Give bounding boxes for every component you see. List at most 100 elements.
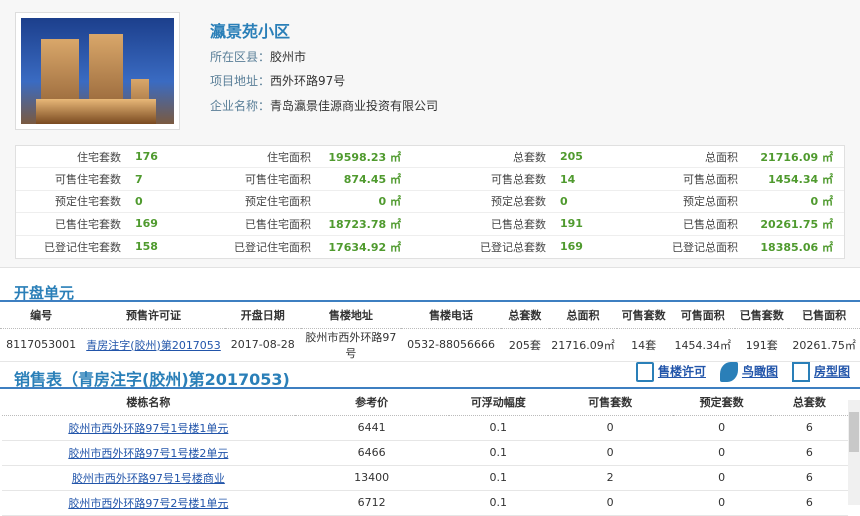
row-link[interactable]: 胶州市西外环路97号1号楼2单元 [68, 446, 229, 460]
table-cell: 6 [770, 440, 848, 466]
table-cell: 205套 [501, 328, 549, 362]
stat-value: 169 [135, 217, 158, 231]
stat-label: 预定住宅面积 [245, 195, 311, 209]
table-row: 胶州市西外环路97号2号楼1单元 6712 0.1 0 0 6 [2, 490, 848, 516]
table-cell: 0 [672, 440, 771, 466]
column-header: 参考价 [294, 389, 449, 416]
stat-label: 已售总套数 [491, 217, 546, 231]
stat-value: 0 [135, 194, 143, 208]
stat-value: 176 [135, 150, 158, 164]
stat-label: 总套数 [513, 150, 546, 164]
table-cell: 14套 [617, 328, 670, 362]
column-header: 开盘日期 [224, 302, 301, 329]
units-title: 开盘单元 [14, 284, 75, 302]
column-header: 售楼地址 [300, 302, 401, 329]
table-cell: 8117053001 [0, 328, 83, 362]
stat-label: 预定总套数 [491, 195, 546, 209]
row-link[interactable]: 胶州市西外环路97号1号楼1单元 [68, 421, 229, 435]
stat-value: 20261.75 ㎡ [760, 217, 833, 231]
table-cell: 胶州市西外环路97号1号楼2单元 [2, 440, 295, 466]
stat-label: 已登记总套数 [480, 240, 546, 254]
table-cell: 0 [547, 415, 673, 441]
stat-label: 住宅套数 [77, 150, 121, 164]
stat-value: 19598.23 ㎡ [328, 150, 401, 164]
stat-label: 已售住宅套数 [55, 217, 121, 231]
stat-value: 18385.06 ㎡ [760, 240, 833, 254]
stats-row: 已售住宅套数 169 已售住宅面积 18723.78 ㎡ 已售总套数 191 已售总面积 20… [16, 213, 844, 236]
table-cell: 2 [547, 465, 673, 491]
column-header: 预定套数 [672, 389, 771, 416]
sales-toolbar: 售楼许可 鸟瞰图 房型图 [635, 362, 850, 382]
row-link[interactable]: 胶州市西外环路97号1号楼商业 [71, 471, 225, 485]
sales-scrollbar[interactable] [848, 400, 860, 505]
aerial-view-link[interactable]: 鸟瞰图 [719, 362, 778, 382]
column-header: 编号 [0, 302, 83, 329]
row-link[interactable]: 青房注字(胶州)第2017053 [86, 338, 221, 352]
column-header: 可售面积 [670, 302, 736, 329]
table-cell: 21716.09㎡ [548, 328, 618, 362]
stat-label: 可售总套数 [491, 173, 546, 187]
stat-label: 已售住宅面积 [245, 217, 311, 231]
table-cell: 0 [672, 415, 771, 441]
project-header: 瀛景苑小区 所在区县：胶州市 项目地址：西外环路97号 企业名称：青岛瀛景佳源商… [0, 12, 860, 268]
table-cell: 6712 [294, 490, 449, 516]
table-cell: 0.1 [448, 465, 548, 491]
stat-label: 已登记总面积 [672, 240, 738, 254]
column-header: 售楼电话 [400, 302, 502, 329]
column-header: 已售套数 [735, 302, 789, 329]
table-row: 胶州市西外环路97号1号楼2单元 6466 0.1 0 0 6 [2, 440, 848, 466]
stat-label: 可售总面积 [683, 173, 738, 187]
table-cell: 13400 [294, 465, 449, 491]
column-header: 可浮动幅度 [448, 389, 548, 416]
building-icon [635, 362, 654, 382]
stats-table: 住宅套数 176 住宅面积 19598.23 ㎡ 总套数 205 总面积 21716.09 ㎡… [15, 145, 845, 259]
table-cell: 0 [547, 490, 673, 516]
stat-value: 205 [560, 150, 583, 164]
sales-table: 楼栋名称 参考价 可浮动幅度 可售套数 预定套数 总套数 胶州市西外环路97号1号楼1单元 6… [2, 389, 848, 516]
stat-label: 住宅面积 [267, 150, 311, 164]
floor-plan-icon [791, 362, 810, 382]
table-cell: 2017-08-28 [224, 328, 301, 362]
stat-value: 17634.92 ㎡ [328, 240, 401, 254]
scrollbar-thumb[interactable] [849, 412, 859, 452]
column-header: 可售套数 [617, 302, 670, 329]
column-header: 总面积 [548, 302, 618, 329]
floor-plan-link[interactable]: 房型图 [791, 362, 850, 382]
table-cell: 191套 [735, 328, 789, 362]
table-cell: 青房注字(胶州)第2017053 [82, 328, 225, 362]
table-cell: 胶州市西外环路97号2号楼1单元 [2, 490, 295, 516]
stat-label: 总面积 [705, 150, 738, 164]
table-cell: 6 [770, 465, 848, 491]
column-header: 楼栋名称 [2, 389, 295, 416]
table-cell: 6466 [294, 440, 449, 466]
stat-value: 874.45 ㎡ [343, 173, 401, 187]
sale-permit-link[interactable]: 售楼许可 [635, 362, 706, 382]
table-cell: 0.1 [448, 415, 548, 441]
table-row: 胶州市西外环路97号1号楼商业 13400 0.1 2 0 6 [2, 465, 848, 491]
stat-label: 预定总面积 [683, 195, 738, 209]
column-header: 预售许可证 [82, 302, 225, 329]
stat-value: 0 [560, 194, 568, 208]
stat-value: 0 ㎡ [810, 195, 833, 209]
units-section-header: 开盘单元 [0, 282, 860, 302]
table-row: 胶州市西外环路97号1号楼1单元 6441 0.1 0 0 6 [2, 415, 848, 441]
column-header: 总套数 [770, 389, 848, 416]
bird-icon [719, 362, 738, 382]
company-info: 企业名称：青岛瀛景佳源商业投资有限公司 [210, 99, 439, 113]
table-cell: 6 [770, 490, 848, 516]
stat-label: 已登记住宅套数 [44, 240, 121, 254]
stat-label: 已登记住宅面积 [234, 240, 311, 254]
stats-row: 可售住宅套数 7 可售住宅面积 874.45 ㎡ 可售总套数 14 可售总面积 1454.34… [16, 168, 844, 191]
table-cell: 20261.75㎡ [788, 328, 860, 362]
sales-title: 销售表（青房注字(胶州)第2017053) [14, 370, 290, 389]
stat-value: 21716.09 ㎡ [760, 150, 833, 164]
stat-label: 预定住宅套数 [55, 195, 121, 209]
table-cell: 0.1 [448, 490, 548, 516]
stat-value: 1454.34 ㎡ [768, 173, 833, 187]
table-cell: 0 [547, 440, 673, 466]
column-header: 总套数 [501, 302, 549, 329]
row-link[interactable]: 胶州市西外环路97号2号楼1单元 [68, 496, 229, 510]
stats-row: 住宅套数 176 住宅面积 19598.23 ㎡ 总套数 205 总面积 21716.09 ㎡ [16, 146, 844, 169]
table-cell: 胶州市西外环路97号1号楼1单元 [2, 415, 295, 441]
stat-label: 已售总面积 [683, 217, 738, 231]
